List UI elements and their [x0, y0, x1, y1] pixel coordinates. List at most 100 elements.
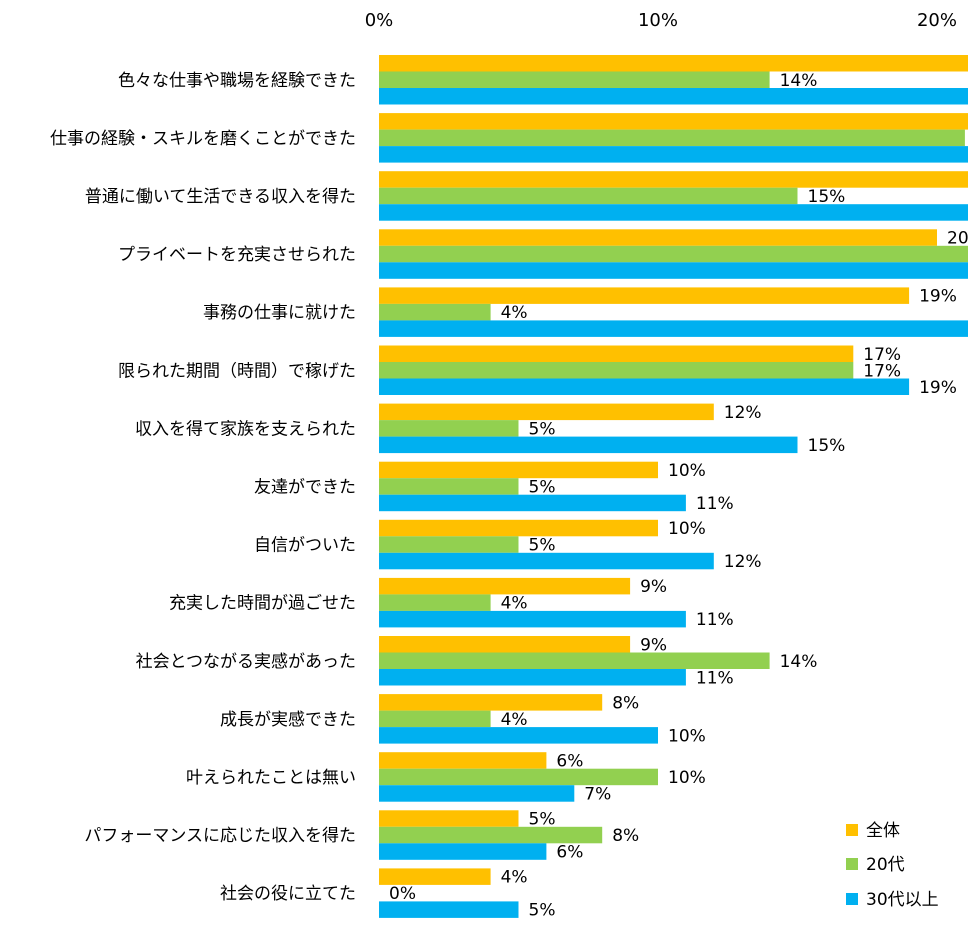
x-tick-label: 10% [638, 10, 678, 31]
bars [379, 55, 968, 918]
data-label: 5% [529, 901, 556, 921]
bar [379, 262, 968, 279]
bar [379, 826, 603, 844]
bar [379, 636, 631, 653]
data-label: 12% [724, 403, 762, 423]
bar [379, 519, 658, 537]
bar [379, 204, 968, 221]
data-label: 17% [863, 361, 901, 381]
data-label: 6% [556, 843, 583, 863]
x-axis-ticks: 0%10%20%30%40% [365, 10, 957, 31]
data-labels: 27%14%33%27%21%32%22%15%25%20%23%22%19%4… [389, 71, 968, 921]
bar [379, 868, 491, 885]
bar [379, 378, 910, 395]
bar [379, 768, 658, 786]
bar [379, 303, 491, 321]
bar [379, 320, 968, 337]
data-label: 17% [863, 345, 901, 365]
data-label: 19% [919, 378, 957, 398]
bar [379, 594, 491, 611]
bar [379, 785, 575, 802]
bar [379, 652, 770, 669]
bar [379, 461, 658, 479]
category-label: 自信がついた [254, 536, 356, 556]
legend-label: 全体 [866, 821, 900, 841]
bar [379, 146, 968, 163]
bar [379, 536, 519, 553]
category-label: 社会の役に立てた [220, 884, 356, 904]
bar [379, 420, 519, 437]
data-label: 10% [668, 726, 706, 746]
category-label: プライベートを充実させられた [118, 245, 356, 265]
category-label: 限られた期間（時間）で稼げた [118, 361, 356, 381]
data-label: 11% [696, 494, 734, 514]
data-label: 6% [556, 751, 583, 771]
data-label: 9% [640, 635, 667, 655]
bar [379, 362, 854, 379]
bar [379, 71, 770, 88]
category-label: 友達ができた [254, 477, 356, 497]
bar [379, 113, 968, 130]
bar [379, 494, 686, 512]
bar [379, 669, 686, 686]
category-label: 事務の仕事に就けた [203, 303, 356, 323]
category-label: 充実した時間が過ごせた [169, 594, 356, 614]
bar [379, 345, 854, 362]
data-label: 4% [501, 868, 528, 888]
x-tick-label: 0% [365, 10, 394, 31]
legend: 全体 20代 30代以上 [846, 821, 939, 910]
bar [379, 245, 968, 263]
data-label: 10% [668, 461, 706, 481]
data-label: 15% [808, 436, 846, 456]
bar [379, 810, 519, 827]
category-label: 社会とつながる実感があった [136, 652, 356, 672]
data-label: 5% [529, 477, 556, 497]
data-label: 14% [780, 71, 818, 91]
bar [379, 610, 686, 628]
data-label: 14% [780, 652, 818, 672]
data-label: 10% [668, 768, 706, 788]
bar [379, 710, 491, 728]
legend-swatch [846, 824, 858, 836]
data-label: 5% [529, 419, 556, 439]
data-label: 0% [389, 884, 416, 904]
data-label: 4% [501, 303, 528, 323]
bar [379, 694, 603, 711]
bar [379, 187, 798, 205]
data-label: 4% [501, 710, 528, 730]
x-tick-label: 20% [917, 10, 957, 31]
bar [379, 171, 968, 188]
data-label: 10% [668, 519, 706, 539]
bar [379, 752, 547, 769]
legend-label: 20代 [866, 855, 905, 875]
bar [379, 88, 968, 105]
legend-swatch [846, 858, 858, 870]
category-label: 叶えられたことは無い [186, 768, 356, 788]
bar [379, 129, 965, 147]
bar [379, 727, 658, 744]
data-label: 8% [612, 826, 639, 846]
bar [379, 229, 937, 246]
category-label: パフォーマンスに応じた収入を得た [84, 826, 356, 846]
legend-label: 30代以上 [866, 890, 939, 910]
data-label: 20% [947, 229, 968, 249]
legend-swatch [846, 893, 858, 905]
data-label: 19% [919, 287, 957, 307]
category-label: 収入を得て家族を支えられた [135, 419, 356, 439]
bar [379, 552, 714, 570]
data-label: 5% [529, 536, 556, 556]
category-label: 普通に働いて生活できる収入を得た [85, 187, 356, 207]
bar [379, 403, 714, 421]
bar [379, 577, 631, 595]
data-label: 8% [612, 693, 639, 713]
bar [379, 478, 519, 495]
bar [379, 287, 910, 304]
bar [379, 901, 519, 918]
bar [379, 55, 968, 72]
category-label: 仕事の経験・スキルを磨くことができた [50, 129, 356, 149]
category-label: 色々な仕事や職場を経験できた [118, 71, 356, 91]
data-label: 4% [501, 594, 528, 614]
data-label: 7% [584, 784, 611, 804]
